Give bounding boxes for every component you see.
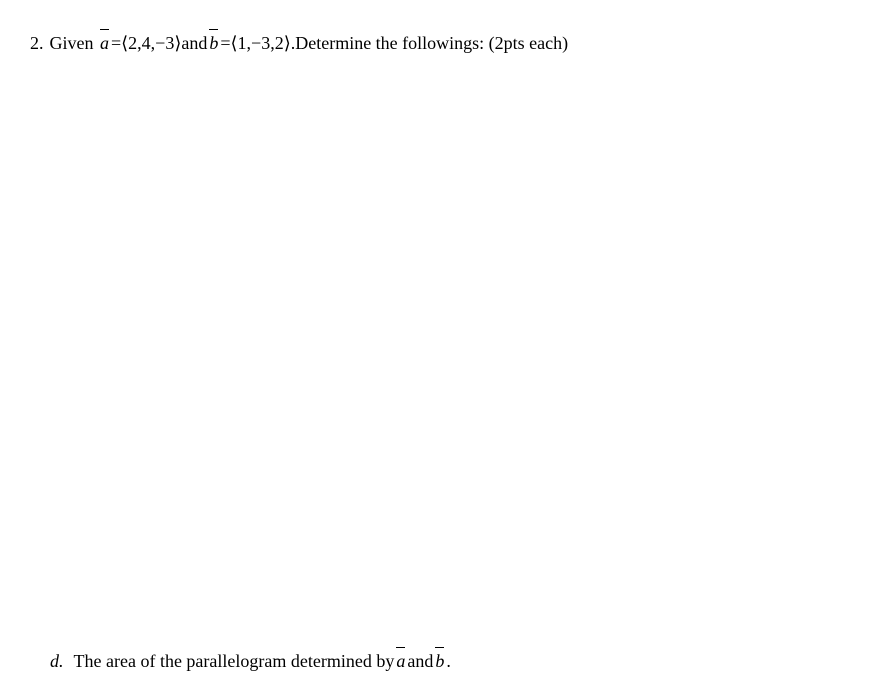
vector-b-symbol-sub: b <box>435 648 444 675</box>
vector-bar-icon <box>100 29 109 30</box>
vector-bar-icon <box>209 29 218 30</box>
vector-a-label-sub: a <box>396 651 405 671</box>
sub-item-text-1: The area of the parallelogram determined… <box>74 648 395 675</box>
equals-sign-1: = <box>111 30 121 57</box>
vector-b-label: b <box>209 33 218 53</box>
vector-a-value: ⟨2,4,−3⟩ <box>121 30 181 57</box>
and-text-1: and <box>181 30 207 57</box>
given-text: Given <box>50 30 94 57</box>
sub-item-d: d. The area of the parallelogram determi… <box>50 648 451 675</box>
vector-a-label: a <box>100 33 109 53</box>
vector-b-symbol: b <box>209 30 218 57</box>
sub-item-label: d. <box>50 648 64 675</box>
determine-text: Determine the followings: (2pts each) <box>295 30 568 57</box>
equals-sign-2: = <box>220 30 230 57</box>
period-sub: . <box>446 648 451 675</box>
vector-a-symbol-sub: a <box>396 648 405 675</box>
problem-header: 2. Given a = ⟨2,4,−3⟩ and b = ⟨1,−3,2⟩ .… <box>30 30 568 57</box>
vector-b-value: ⟨1,−3,2⟩ <box>231 30 291 57</box>
vector-a-symbol: a <box>100 30 109 57</box>
vector-bar-icon <box>396 647 405 648</box>
problem-number: 2. <box>30 30 44 57</box>
and-text-sub: and <box>407 648 433 675</box>
vector-b-label-sub: b <box>435 651 444 671</box>
vector-bar-icon <box>435 647 444 648</box>
